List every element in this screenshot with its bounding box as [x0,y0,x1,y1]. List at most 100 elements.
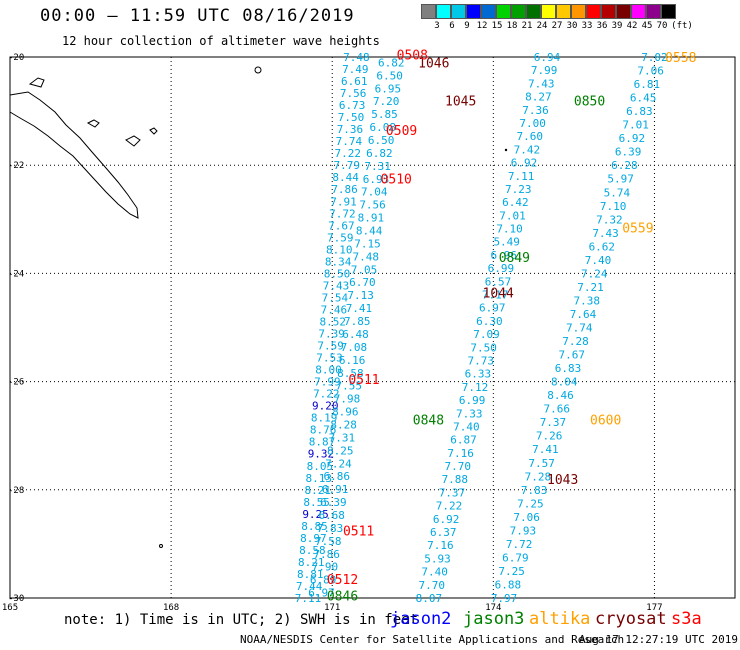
wave-height-value: 7.44 [296,580,323,593]
wave-height-value: 7.31 [329,431,356,444]
wave-height-value: 7.41 [346,302,373,315]
coastline-new-caledonia [9,91,139,219]
wave-height-value: 7.16 [447,447,474,460]
wave-height-value: 7.32 [596,213,623,226]
wave-height-value: 8.10 [326,243,353,256]
wave-height-value: 8.52 [320,315,347,328]
wave-height-value: 8.55 [303,496,330,509]
lat-tick-label: -20 [8,53,24,63]
lat-tick-label: -28 [8,486,24,496]
wave-height-value: 6.83 [626,105,653,118]
wave-height-value: 7.54 [322,291,349,304]
generated-timestamp: Aug 17 12:27:19 UTC 2019 [579,633,738,646]
wave-height-value: 7.56 [359,199,386,212]
wave-height-value: 7.43 [323,279,350,292]
scale-label: 18 [506,21,518,31]
wave-height-value: 6.87 [450,434,477,447]
wave-height-value: 7.40 [421,566,448,579]
wave-height-value: 7.73 [468,354,495,367]
pass-time-label: 0512 [327,573,358,588]
wave-height-value: 7.06 [637,65,664,78]
wave-height-value: 8.87 [309,436,336,449]
wave-height-value: 7.20 [373,95,400,108]
wave-height-value: 8.05 [307,460,334,473]
pass-time-label: 0848 [413,413,444,428]
legend-jason2: jason2 [390,609,452,629]
wave-height-value: 8.97 [300,532,327,545]
wave-height-value: 6.57 [485,275,512,288]
wave-height-value: 8.28 [330,418,357,431]
wave-height-value: 6.82 [366,147,393,160]
scale-swatch [661,4,676,19]
scale-label: 3 [434,21,440,31]
wave-height-value: 7.98 [334,393,361,406]
credit-text: NOAA/NESDIS Center for Satellite Applica… [240,633,625,646]
wave-height-value: 6.39 [615,146,642,159]
pass-time-label: 0849 [499,251,530,266]
wave-height-value: 7.74 [566,322,593,335]
wave-height-value: 7.22 [335,147,362,160]
wave-height-value: 9.32 [308,448,335,461]
chart-title: 00:00 – 11:59 UTC 08/16/2019 [40,6,355,26]
coastline-island [28,77,45,88]
wave-height-value: 7.67 [328,219,355,232]
wave-height-value: 6.30 [476,315,503,328]
wave-height-value: 8.13 [306,472,333,485]
scale-label: 45 [641,21,653,31]
scale-label: 70 [656,21,668,31]
wave-height-value: 8.91 [358,212,385,225]
wave-height-value: 7.25 [498,565,525,578]
legend-jason3: jason3 [463,609,525,629]
wave-height-value: 7.99 [314,376,341,389]
wave-height-value: 8.85 [301,520,328,533]
scale-label: 33 [581,21,593,31]
wave-height-value: 6.91 [322,483,349,496]
scale-label: 15 [491,21,503,31]
scale-label: 39 [611,21,623,31]
coastline-island [125,135,141,147]
wave-height-value: 7.93 [510,524,537,537]
wave-height-value: 6.48 [342,328,369,341]
pass-time-label: 0846 [327,589,358,604]
wave-height-value: 7.04 [361,186,388,199]
wave-height-value: 5.49 [493,236,520,249]
wave-height-value: 7.43 [528,77,555,90]
wave-height-value: 5.74 [604,186,631,199]
wave-height-value: 7.46 [321,303,348,316]
lon-tick-label: 177 [646,603,662,613]
wave-height-value: 9.25 [302,508,329,521]
pass-time-label: 1043 [547,473,578,488]
scale-swatch [586,4,601,19]
wave-height-value: 7.55 [335,380,362,393]
wave-height-value: 6.08 [370,121,397,134]
wave-height-value: 6.96 [491,249,518,262]
wave-height-value: 7.72 [329,207,356,220]
wave-height-value: 7.74 [336,135,363,148]
wave-height-value: 6.79 [502,551,529,564]
wave-height-value: 6.39 [320,496,347,509]
wave-height-value: 7.12 [462,381,489,394]
wave-height-value: 8.07 [416,592,443,605]
wave-height-value: 7.86 [313,548,340,561]
map-frame [9,56,736,599]
wave-height-value: 6.42 [502,196,529,209]
scale-label: 6 [449,21,455,31]
wave-height-value: 8.00 [315,364,342,377]
scale-swatch [631,4,646,19]
wave-height-value: 8.44 [332,171,359,184]
wave-height-value: 7.57 [528,457,555,470]
wave-height-value: 6.88 [495,578,522,591]
scale-swatch [541,4,556,19]
wave-height-value: 6.93 [363,173,390,186]
wave-height-value: 7.86 [331,183,358,196]
wave-height-value: 6.61 [341,75,368,88]
wave-height-value: 7.24 [581,267,608,280]
scale-label: 21 [521,21,533,31]
wave-height-value: 7.66 [543,403,570,416]
wave-height-value: 7.38 [574,294,601,307]
coastline-island [159,544,163,548]
scale-swatch [526,4,541,19]
wave-height-value: 7.28 [562,335,589,348]
wave-height-value: 6.92 [619,132,646,145]
wave-height-value: 7.23 [505,183,532,196]
